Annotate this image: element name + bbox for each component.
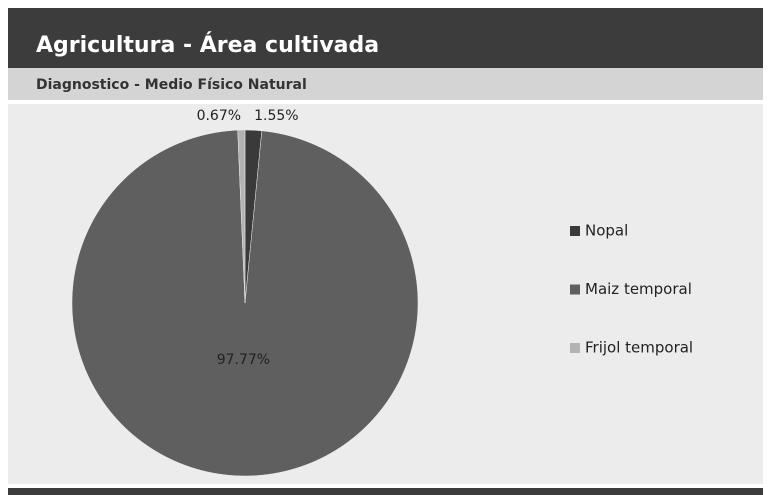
header-bar (8, 8, 763, 68)
slide-subtitle: Diagnostico - Medio Físico Natural (36, 77, 307, 93)
data-label: 0.67% (197, 108, 241, 124)
slide-title: Agricultura - Área cultivada (36, 32, 379, 58)
legend-label: Nopal (585, 222, 628, 240)
legend-label: Frijol temporal (585, 339, 693, 357)
legend-swatch (570, 343, 580, 353)
legend-swatch (570, 284, 580, 295)
legend-label: Maiz temporal (585, 280, 692, 298)
legend-swatch (570, 226, 580, 236)
pie-slice (237, 129, 246, 304)
data-label: 1.55% (254, 108, 298, 124)
data-label: 97.77% (217, 352, 270, 368)
footer-bar (8, 488, 763, 495)
subtitle-bar (8, 68, 763, 100)
pie-slice (71, 129, 419, 477)
